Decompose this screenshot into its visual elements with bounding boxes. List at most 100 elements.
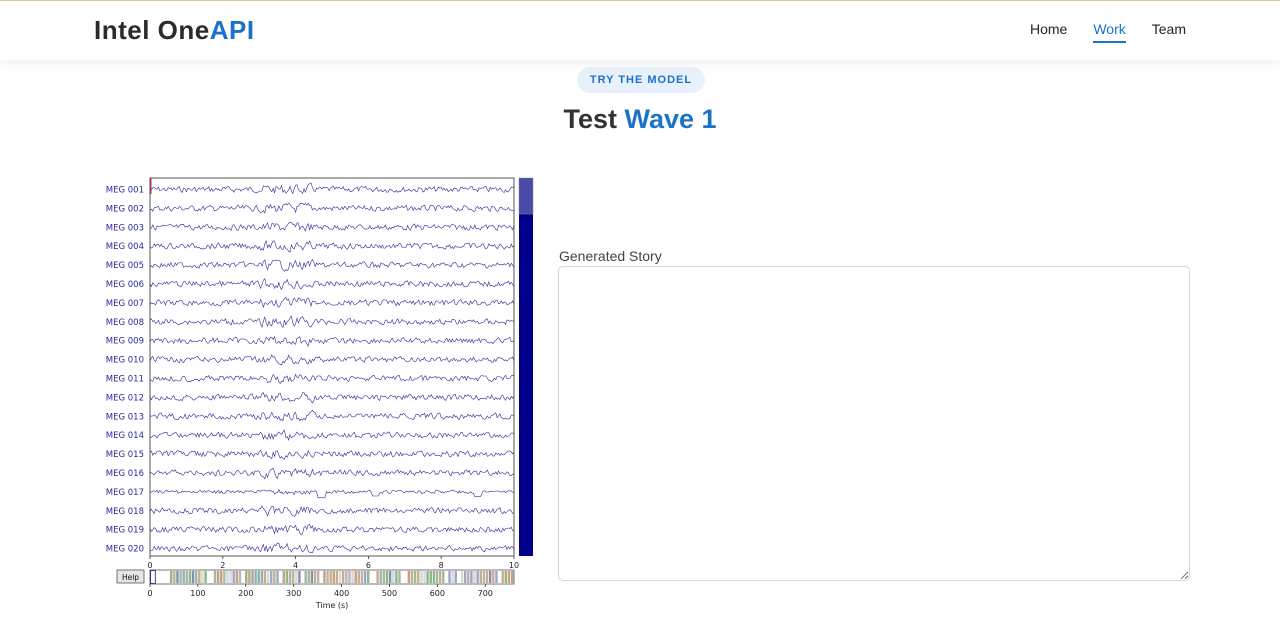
overview-segment — [473, 571, 476, 583]
channel-label[interactable]: MEG 011 — [106, 374, 144, 384]
overview-tick-label: 400 — [334, 589, 349, 598]
nav-team[interactable]: Team — [1151, 21, 1186, 37]
overview-segment — [438, 571, 442, 583]
overview-segment — [188, 571, 192, 583]
channel-label[interactable]: MEG 014 — [106, 431, 144, 441]
overview-segment — [213, 571, 217, 583]
overview-segment — [276, 571, 279, 583]
overview-segment — [185, 571, 189, 583]
channel-label[interactable]: MEG 018 — [106, 507, 144, 517]
channel-trace — [149, 467, 515, 480]
generated-story-label: Generated Story — [559, 248, 662, 264]
overview-segment — [298, 571, 301, 583]
brand-logo[interactable]: Intel OneAPI — [94, 15, 255, 46]
overview-segment — [467, 571, 470, 583]
overview-segment — [407, 571, 411, 583]
channel-label[interactable]: MEG 001 — [106, 185, 144, 195]
meg-raw-plot[interactable]: MEG 001 MEG 002 MEG 003 MEG 004 MEG 005 MEG 0… — [100, 172, 540, 612]
overview-window[interactable] — [150, 570, 156, 584]
channel-label[interactable]: MEG 006 — [106, 280, 144, 290]
x-tick-label: 10 — [509, 561, 519, 570]
channel-label[interactable]: MEG 007 — [106, 299, 144, 309]
x-tick-label: 2 — [220, 561, 225, 570]
x-tick-label: 4 — [293, 561, 298, 570]
overview-segment — [316, 571, 320, 583]
overview-segment — [432, 571, 436, 583]
overview-segment — [348, 571, 351, 583]
channel-label[interactable]: MEG 010 — [106, 356, 144, 366]
overview-segment — [351, 571, 354, 583]
overview-segment — [335, 571, 339, 583]
overview-segment — [260, 571, 264, 583]
overview-segment — [395, 571, 398, 583]
help-button[interactable] — [116, 569, 145, 584]
overview-xlabel: Time (s) — [315, 601, 349, 610]
channel-label[interactable]: MEG 005 — [106, 261, 144, 271]
overview-segment — [223, 571, 226, 583]
overview-segment — [332, 571, 336, 583]
generated-story-textarea[interactable] — [558, 266, 1190, 581]
overview-segment — [291, 571, 295, 583]
overview-segment — [388, 571, 392, 583]
overview-segment — [363, 571, 367, 583]
overview-segment — [251, 571, 254, 583]
page-title: Test Wave 1 — [0, 104, 1280, 135]
channel-scroll-thumb[interactable] — [518, 177, 534, 215]
overview-segment — [182, 571, 185, 583]
overview-segment — [385, 571, 389, 583]
overview-segment — [273, 571, 276, 583]
overview-segment — [338, 571, 342, 583]
overview-segment — [476, 571, 479, 583]
overview-tick-label: 100 — [190, 589, 205, 598]
nav-home[interactable]: Home — [1029, 21, 1068, 37]
overview-tick-label: 0 — [147, 589, 152, 598]
channel-trace — [149, 523, 515, 536]
channel-trace — [149, 182, 515, 195]
overview-segment — [226, 571, 229, 583]
overview-segment — [173, 571, 176, 583]
channel-label[interactable]: MEG 002 — [106, 204, 144, 214]
channel-label[interactable]: MEG 009 — [106, 337, 144, 347]
overview-segment — [248, 571, 251, 583]
overview-segment — [429, 571, 432, 583]
overview-tick-label: 300 — [286, 589, 301, 598]
overview-segment — [323, 571, 326, 583]
overview-segment — [195, 571, 198, 583]
overview-segment — [245, 571, 248, 583]
channel-trace — [149, 354, 515, 366]
title-accent: Wave 1 — [624, 104, 717, 134]
channel-trace — [149, 409, 515, 422]
channel-trace — [149, 335, 515, 347]
overview-segment — [448, 571, 451, 583]
overview-segment — [485, 571, 489, 583]
overview-segment — [310, 571, 314, 583]
channel-label[interactable]: MEG 015 — [106, 450, 144, 460]
overview-segment — [470, 571, 473, 583]
overview-segment — [492, 571, 495, 583]
channel-scrollbar[interactable] — [519, 178, 533, 556]
overview-segment — [504, 571, 508, 583]
overview-segment — [479, 571, 482, 583]
overview-segment — [345, 571, 348, 583]
overview-segment — [354, 571, 357, 583]
channel-label[interactable]: MEG 020 — [106, 545, 144, 555]
channel-label[interactable]: MEG 003 — [106, 223, 144, 233]
overview-segment — [398, 571, 401, 583]
overview-segment — [282, 571, 285, 583]
channel-label[interactable]: MEG 013 — [106, 412, 144, 422]
overview-tick-label: 700 — [478, 589, 493, 598]
overview-segment — [201, 571, 204, 583]
channel-label[interactable]: MEG 008 — [106, 318, 144, 328]
channel-trace — [149, 449, 515, 460]
overview-segment — [454, 571, 457, 583]
nav-work[interactable]: Work — [1093, 21, 1127, 43]
brand-accent: API — [209, 15, 255, 45]
channel-label[interactable]: MEG 004 — [106, 242, 144, 252]
channel-label[interactable]: MEG 012 — [106, 393, 144, 403]
overview-segment — [463, 571, 467, 583]
channel-label[interactable]: MEG 019 — [106, 526, 144, 536]
channel-label[interactable]: MEG 016 — [106, 469, 144, 479]
channel-label[interactable]: MEG 017 — [106, 488, 144, 498]
overview-segment — [266, 571, 270, 583]
overview-segment — [307, 571, 310, 583]
